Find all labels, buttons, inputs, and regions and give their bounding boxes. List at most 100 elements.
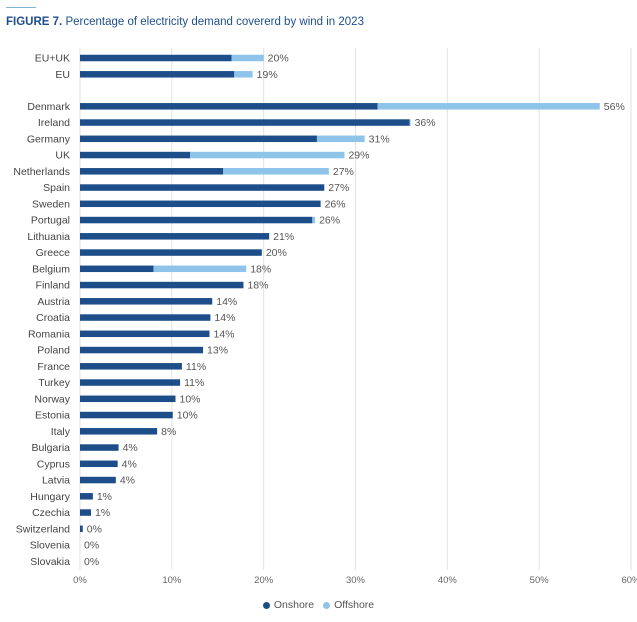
total-value-label: 18% [250,263,271,275]
category-label: UK [55,150,70,162]
offshore-bar [409,119,411,126]
category-label: EU [55,69,70,81]
title-accent-line [6,7,36,8]
onshore-bar [80,216,313,224]
x-tick-label: 40% [438,575,458,586]
total-value-label: 1% [97,491,112,503]
total-value-label: 21% [273,231,294,243]
offshore-bar [234,71,253,78]
category-label: Netherlands [13,166,70,178]
total-value-label: 26% [325,198,346,210]
offshore-bar [316,135,365,143]
total-value-label: 27% [328,182,349,194]
onshore-bar [80,476,116,484]
category-label: Sweden [32,198,70,210]
category-label: Czechia [32,507,70,519]
category-label: France [37,361,70,373]
total-value-label: 56% [604,101,625,113]
onshore-bar [80,200,321,208]
category-label: Slovenia [30,540,70,552]
category-label: Latvia [42,475,70,487]
category-label: Estonia [35,410,70,422]
category-label: Bulgaria [31,442,70,454]
total-value-label: 31% [369,133,390,145]
total-value-label: 29% [348,150,369,162]
category-label: Spain [43,182,70,194]
category-label: Denmark [27,101,70,113]
offshore-bar [377,103,600,110]
offshore-bar [312,216,316,224]
onshore-bar [80,395,176,403]
onshore-bar [80,444,119,451]
category-label: Hungary [30,491,70,503]
offshore-bar [153,265,247,273]
x-tick-label: 30% [346,575,366,586]
category-label: Croatia [36,312,70,324]
total-value-label: 26% [319,215,340,227]
category-label: Finland [36,280,71,292]
x-tick-label: 50% [530,575,550,586]
total-value-label: 4% [123,442,138,454]
total-value-label: 1% [95,507,110,519]
onshore-bar [80,363,182,370]
onshore-bar [80,346,204,354]
onshore-bar [80,168,224,175]
total-value-label: 8% [161,426,176,438]
category-label: Portugal [31,215,70,227]
total-value-label: 13% [207,345,228,357]
total-value-label: 0% [84,540,99,552]
onshore-bar [80,103,378,110]
total-value-label: 4% [122,458,137,470]
onshore-bar [80,249,262,256]
onshore-bar [80,71,235,78]
onshore-bar [80,265,154,273]
category-label: Poland [37,345,70,357]
offshore-bar [231,54,264,62]
x-tick-label: 60% [621,575,637,586]
onshore-bar [80,119,410,126]
onshore-bar [80,54,232,62]
category-label: Norway [34,393,70,405]
total-value-label: 18% [247,280,268,292]
onshore-bar [80,184,325,191]
total-value-label: 36% [415,117,436,129]
total-value-label: 4% [120,475,135,487]
category-label: Romania [28,328,70,340]
total-value-label: 11% [184,377,204,389]
legend-item-offshore: Offshore [323,599,374,611]
onshore-bar [80,525,83,533]
offshore-swatch-icon [323,601,331,609]
total-value-label: 20% [266,247,287,259]
category-label: EU+UK [35,53,70,65]
onshore-bar [80,411,173,419]
total-value-label: 0% [87,523,102,535]
category-label: Ireland [38,117,70,129]
total-value-label: 10% [180,393,201,405]
onshore-bar [80,233,270,240]
onshore-bar [80,281,244,289]
total-value-label: 27% [333,166,354,178]
category-label: Austria [37,296,70,308]
onshore-bar [80,460,118,468]
total-value-label: 20% [268,53,289,65]
onshore-bar [80,493,93,500]
onshore-swatch-icon [262,601,270,609]
x-tick-label: 20% [254,575,274,586]
onshore-bar [80,151,191,159]
category-label: Turkey [38,377,70,389]
category-label: Cyprus [37,458,70,470]
figure-title: FIGURE 7. Percentage of electricity dema… [6,16,364,28]
category-label: Belgium [32,263,70,275]
category-label: Lithuania [27,231,70,243]
total-value-label: 19% [257,69,278,81]
onshore-bar [80,330,210,338]
total-value-label: 14% [213,328,234,340]
legend-label-offshore: Offshore [334,599,375,611]
category-label: Italy [51,426,71,438]
total-value-label: 14% [216,296,237,308]
total-value-label: 0% [84,556,99,568]
onshore-bar [80,298,213,305]
category-label: Slovakia [30,556,70,568]
category-label: Germany [27,133,71,145]
figure-title-text: Percentage of electricity demand coverer… [65,16,364,28]
